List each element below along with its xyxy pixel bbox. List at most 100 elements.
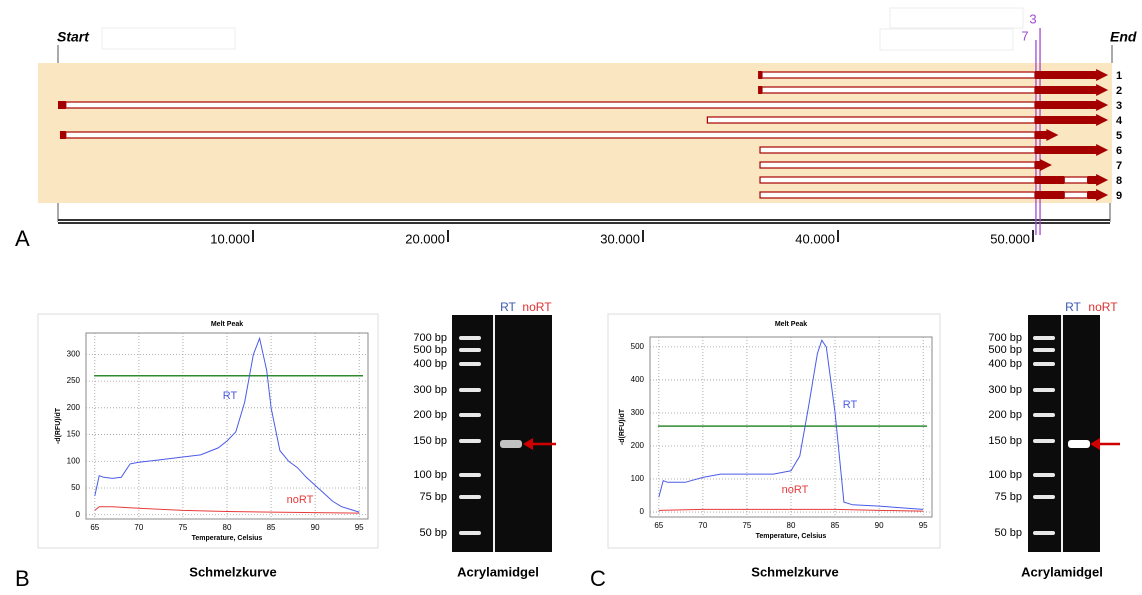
- ladder-label: 100 bp: [988, 469, 1022, 481]
- cds-exon: [1035, 191, 1064, 199]
- x-tick-label: 10.000: [210, 231, 250, 246]
- ladder-label: 50 bp: [994, 527, 1022, 539]
- start-label: Start: [57, 29, 90, 45]
- y-tick-label: 100: [631, 474, 645, 483]
- x-tick-label: 85: [831, 521, 840, 530]
- ladder-label: 75 bp: [419, 491, 447, 503]
- panel-label: B: [15, 566, 30, 591]
- ladder-label: 500 bp: [413, 344, 447, 356]
- x-tick-label: 70: [698, 521, 707, 530]
- x-tick-label: 40.000: [795, 231, 835, 246]
- y-tick-label: 300: [67, 349, 81, 358]
- utr-exon: [66, 102, 1035, 108]
- series-label: noRT: [287, 494, 314, 506]
- ladder-band: [459, 495, 481, 499]
- y-tick-label: 50: [71, 483, 80, 492]
- y-tick-label: 0: [76, 510, 81, 519]
- cds-exon: [60, 131, 66, 139]
- gel-separator: [1061, 315, 1063, 552]
- series-label: RT: [843, 399, 858, 411]
- ladder-band: [1033, 362, 1055, 366]
- chart-title: Melt Peak: [775, 321, 807, 328]
- caption: Acrylamidgel: [457, 564, 539, 579]
- ladder-label: 400 bp: [988, 358, 1022, 370]
- ladder-label: 150 bp: [413, 435, 447, 447]
- panel-label: A: [15, 226, 30, 251]
- ladder-label: 150 bp: [988, 435, 1022, 447]
- y-tick-label: 300: [631, 408, 645, 417]
- y-axis-label: -d(RFU)/dT: [55, 407, 62, 444]
- y-tick-label: 500: [631, 342, 645, 351]
- ladder-band: [459, 336, 481, 340]
- x-tick-label: 85: [267, 523, 276, 532]
- ladder-label: 200 bp: [413, 409, 447, 421]
- ladder-band: [1033, 336, 1055, 340]
- marker-label: 7: [1021, 28, 1028, 43]
- utr-exon: [707, 117, 1035, 123]
- x-tick-label: 65: [654, 521, 663, 530]
- transcript-label: 1: [1116, 70, 1122, 82]
- redacted-box: [102, 28, 235, 49]
- ladder-label: 700 bp: [988, 332, 1022, 344]
- lane-label: RT: [500, 300, 516, 314]
- series-label: noRT: [782, 484, 809, 496]
- x-tick-label: 75: [178, 523, 187, 532]
- ladder-label: 700 bp: [413, 332, 447, 344]
- x-tick-label: 30.000: [600, 231, 640, 246]
- utr-exon: [1064, 192, 1087, 198]
- caption: Acrylamidgel: [1021, 564, 1103, 579]
- caption: Schmelzkurve: [751, 564, 838, 579]
- x-axis-label: Temperature, Celsius: [192, 535, 263, 542]
- transcript-label: 8: [1116, 175, 1122, 187]
- redacted-box: [890, 8, 1023, 28]
- utr-exon: [762, 87, 1035, 93]
- x-tick-label: 70: [134, 523, 143, 532]
- ladder-band: [1033, 473, 1055, 477]
- y-tick-label: 0: [640, 507, 645, 516]
- ladder-band: [1033, 388, 1055, 392]
- marker-label: 3: [1029, 11, 1036, 26]
- ladder-band: [1033, 348, 1055, 352]
- x-tick-label: 75: [742, 521, 751, 530]
- ladder-label: 300 bp: [988, 384, 1022, 396]
- utr-exon: [760, 177, 1035, 183]
- utr-exon: [762, 72, 1035, 78]
- ladder-label: 75 bp: [994, 491, 1022, 503]
- transcript-label: 2: [1116, 85, 1122, 97]
- x-tick-label: 80: [787, 521, 796, 530]
- y-tick-label: 150: [67, 430, 81, 439]
- transcript-label: 3: [1116, 100, 1122, 112]
- utr-exon: [760, 192, 1035, 198]
- ladder-label: 400 bp: [413, 358, 447, 370]
- ladder-band: [459, 362, 481, 366]
- sample-band: [500, 440, 522, 448]
- ladder-band: [1033, 413, 1055, 417]
- ladder-band: [459, 413, 481, 417]
- ladder-band: [1033, 495, 1055, 499]
- lane-label: noRT: [522, 300, 552, 314]
- lane-label: RT: [1065, 300, 1081, 314]
- x-tick-label: 90: [311, 523, 320, 532]
- y-tick-label: 250: [67, 376, 81, 385]
- utr-exon: [1064, 177, 1087, 183]
- y-tick-label: 400: [631, 375, 645, 384]
- transcript-label: 9: [1116, 190, 1122, 202]
- ladder-label: 300 bp: [413, 384, 447, 396]
- chart-title: Melt Peak: [211, 321, 243, 328]
- ladder-label: 200 bp: [988, 409, 1022, 421]
- x-tick-label: 65: [90, 523, 99, 532]
- utr-exon: [760, 147, 1035, 153]
- lane-label: noRT: [1088, 300, 1118, 314]
- ladder-label: 50 bp: [419, 527, 447, 539]
- x-tick-label: 80: [223, 523, 232, 532]
- x-tick-label: 95: [355, 523, 364, 532]
- y-tick-label: 200: [67, 403, 81, 412]
- x-tick-label: 50.000: [990, 231, 1030, 246]
- panel-label: C: [590, 566, 606, 591]
- utr-exon: [66, 132, 1035, 138]
- ladder-band: [459, 388, 481, 392]
- gel-separator: [493, 315, 495, 552]
- ladder-band: [459, 439, 481, 443]
- transcript-label: 5: [1116, 130, 1122, 142]
- caption: Schmelzkurve: [189, 564, 276, 579]
